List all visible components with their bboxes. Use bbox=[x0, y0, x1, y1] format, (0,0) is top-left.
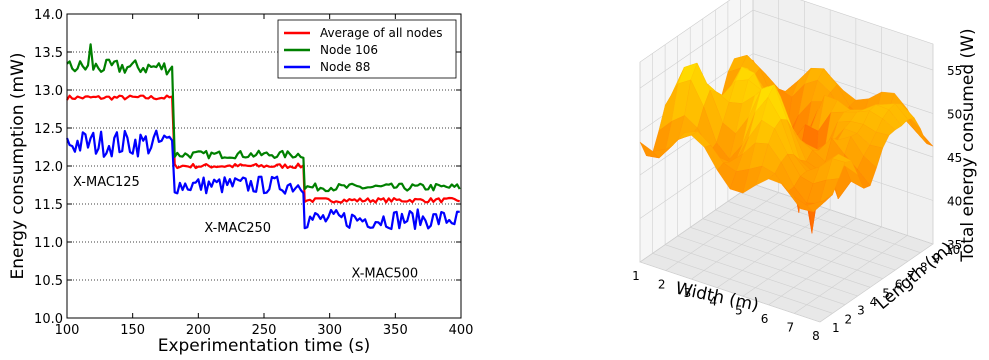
y-tick-label: 9 bbox=[932, 252, 940, 266]
z-tick-label: 40 bbox=[947, 195, 962, 209]
y-tick-label: 6 bbox=[895, 278, 903, 292]
x-tick-label: 2 bbox=[658, 278, 666, 292]
annotation-label: X-MAC500 bbox=[351, 266, 418, 281]
gridline bbox=[691, 200, 805, 280]
x-tick-label: 100 bbox=[55, 323, 80, 338]
z-axis-label: Total energy consumed (W) bbox=[958, 28, 978, 262]
gridline bbox=[690, 227, 871, 288]
annotations: X-MAC125 X-MAC250 X-MAC500 bbox=[73, 175, 418, 281]
z-tick-label: 45 bbox=[947, 151, 962, 165]
legend-entry: Node 106 bbox=[320, 43, 378, 57]
gridline bbox=[639, 183, 754, 263]
gridline bbox=[794, 235, 908, 314]
y-tick-label: 4 bbox=[870, 295, 878, 309]
legend-entry: Node 88 bbox=[320, 60, 370, 74]
series-lines bbox=[65, 43, 461, 231]
legend-entry: Average of all nodes bbox=[320, 26, 443, 40]
y-tick-label: 8 bbox=[920, 260, 928, 274]
gridline bbox=[752, 183, 934, 245]
gridline bbox=[742, 218, 857, 297]
y-axis-label: Energy consumption (mW) bbox=[8, 52, 28, 279]
x-axis-label: Experimentation time (s) bbox=[158, 336, 371, 356]
x-tick-label: 350 bbox=[383, 323, 408, 338]
surface-facet bbox=[806, 200, 827, 213]
x-tick-label: 3 bbox=[684, 286, 692, 300]
x-tick-label: 300 bbox=[317, 323, 342, 338]
gridline bbox=[665, 192, 779, 271]
x-tick-label: 7 bbox=[786, 320, 794, 334]
y-tick-label: 10.5 bbox=[34, 274, 63, 289]
y-tick-label: 1 bbox=[832, 321, 840, 335]
y-tick-label: 12.0 bbox=[34, 160, 63, 175]
gridline bbox=[768, 226, 882, 306]
x-tick-label: 150 bbox=[120, 323, 145, 338]
series-line-0 bbox=[66, 94, 460, 204]
x-tick-label: 200 bbox=[186, 323, 211, 338]
gridline bbox=[727, 201, 908, 262]
x-tick-label: 4 bbox=[709, 295, 717, 309]
y-tick-label: 11.0 bbox=[34, 236, 63, 251]
gridline bbox=[665, 244, 846, 305]
z-tick-label: 35 bbox=[947, 238, 962, 252]
y-tick-label: 5 bbox=[882, 286, 890, 300]
y-tick-label: 11.5 bbox=[34, 198, 63, 213]
gridline bbox=[677, 235, 858, 297]
gridline bbox=[819, 243, 934, 323]
z-tick-label: 55 bbox=[947, 64, 962, 78]
z-tick-label: 50 bbox=[947, 108, 962, 122]
x-tick-label: 6 bbox=[761, 312, 769, 326]
surface bbox=[639, 54, 934, 234]
gridline bbox=[652, 253, 833, 314]
gridline bbox=[639, 261, 821, 323]
y-tick-label: 7 bbox=[907, 269, 915, 283]
y-tick-label: 14.0 bbox=[34, 8, 63, 23]
x-tick-label: 1 bbox=[632, 269, 640, 283]
y-tick-label: 2 bbox=[845, 312, 853, 326]
x-tick-label: 250 bbox=[252, 323, 277, 338]
y-tick-label: 10 bbox=[945, 243, 960, 257]
annotation-label: X-MAC125 bbox=[73, 175, 140, 190]
legend: Average of all nodes Node 106 Node 88 bbox=[277, 19, 457, 79]
axis-ticks: 10.0 10.5 11.0 11.5 12.0 12.5 13.0 13.5 14.0 100 1… bbox=[34, 8, 473, 338]
y-tick-label: 12.5 bbox=[34, 122, 63, 137]
series-line-1 bbox=[66, 43, 461, 193]
energy-line-chart: 10.0 10.5 11.0 11.5 12.0 12.5 13.0 13.5 14.0 100 1… bbox=[8, 8, 473, 356]
series-line-2 bbox=[65, 129, 460, 231]
gridline bbox=[752, 9, 934, 71]
y-tick-label: 13.5 bbox=[34, 46, 63, 61]
annotation-label: X-MAC250 bbox=[204, 221, 271, 236]
gridline bbox=[740, 192, 921, 253]
y-tick-label: 3 bbox=[857, 304, 865, 318]
gridline bbox=[702, 218, 883, 279]
y-tick-label: 10.0 bbox=[34, 312, 63, 327]
x-tick-label: 400 bbox=[449, 323, 474, 338]
gridline bbox=[639, 9, 754, 89]
x-tick-label: 5 bbox=[735, 303, 743, 317]
y-tick-label: 13.0 bbox=[34, 84, 63, 99]
gridline bbox=[715, 209, 896, 271]
x-tick-label: 8 bbox=[812, 329, 820, 343]
